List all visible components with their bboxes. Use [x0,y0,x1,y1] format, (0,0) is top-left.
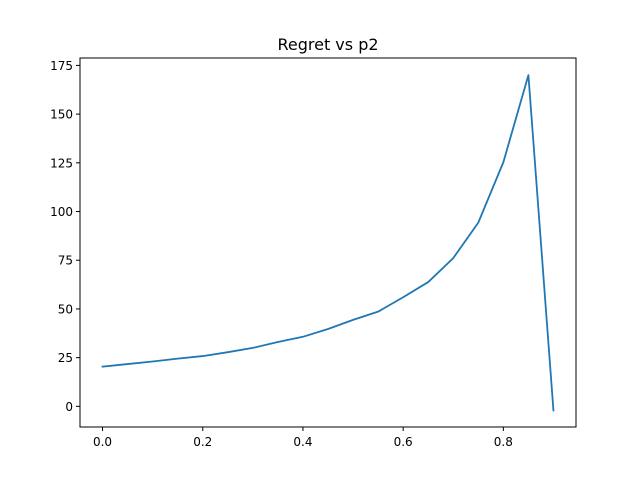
plot-area [101,74,555,412]
y-tick-label: 75 [58,254,73,268]
series-line [101,74,555,412]
y-tick-label: 50 [58,302,73,316]
x-tick-label: 0.6 [394,435,413,449]
x-tick-label: 0.8 [494,435,513,449]
x-tick-label: 0.0 [93,435,112,449]
chart-title: Regret vs p2 [277,35,378,54]
y-axis: 0 25 50 75 100 125 150 175 [50,59,80,414]
y-tick-label: 100 [50,205,73,219]
y-tick-label: 125 [50,156,73,170]
x-axis: 0.0 0.2 0.4 0.6 0.8 [93,427,513,449]
y-tick-label: 0 [65,400,73,414]
x-tick-label: 0.2 [193,435,212,449]
y-tick-label: 25 [58,351,73,365]
y-tick-label: 175 [50,59,73,73]
x-tick-label: 0.4 [293,435,312,449]
y-tick-label: 150 [50,108,73,122]
plot-frame [79,57,577,428]
